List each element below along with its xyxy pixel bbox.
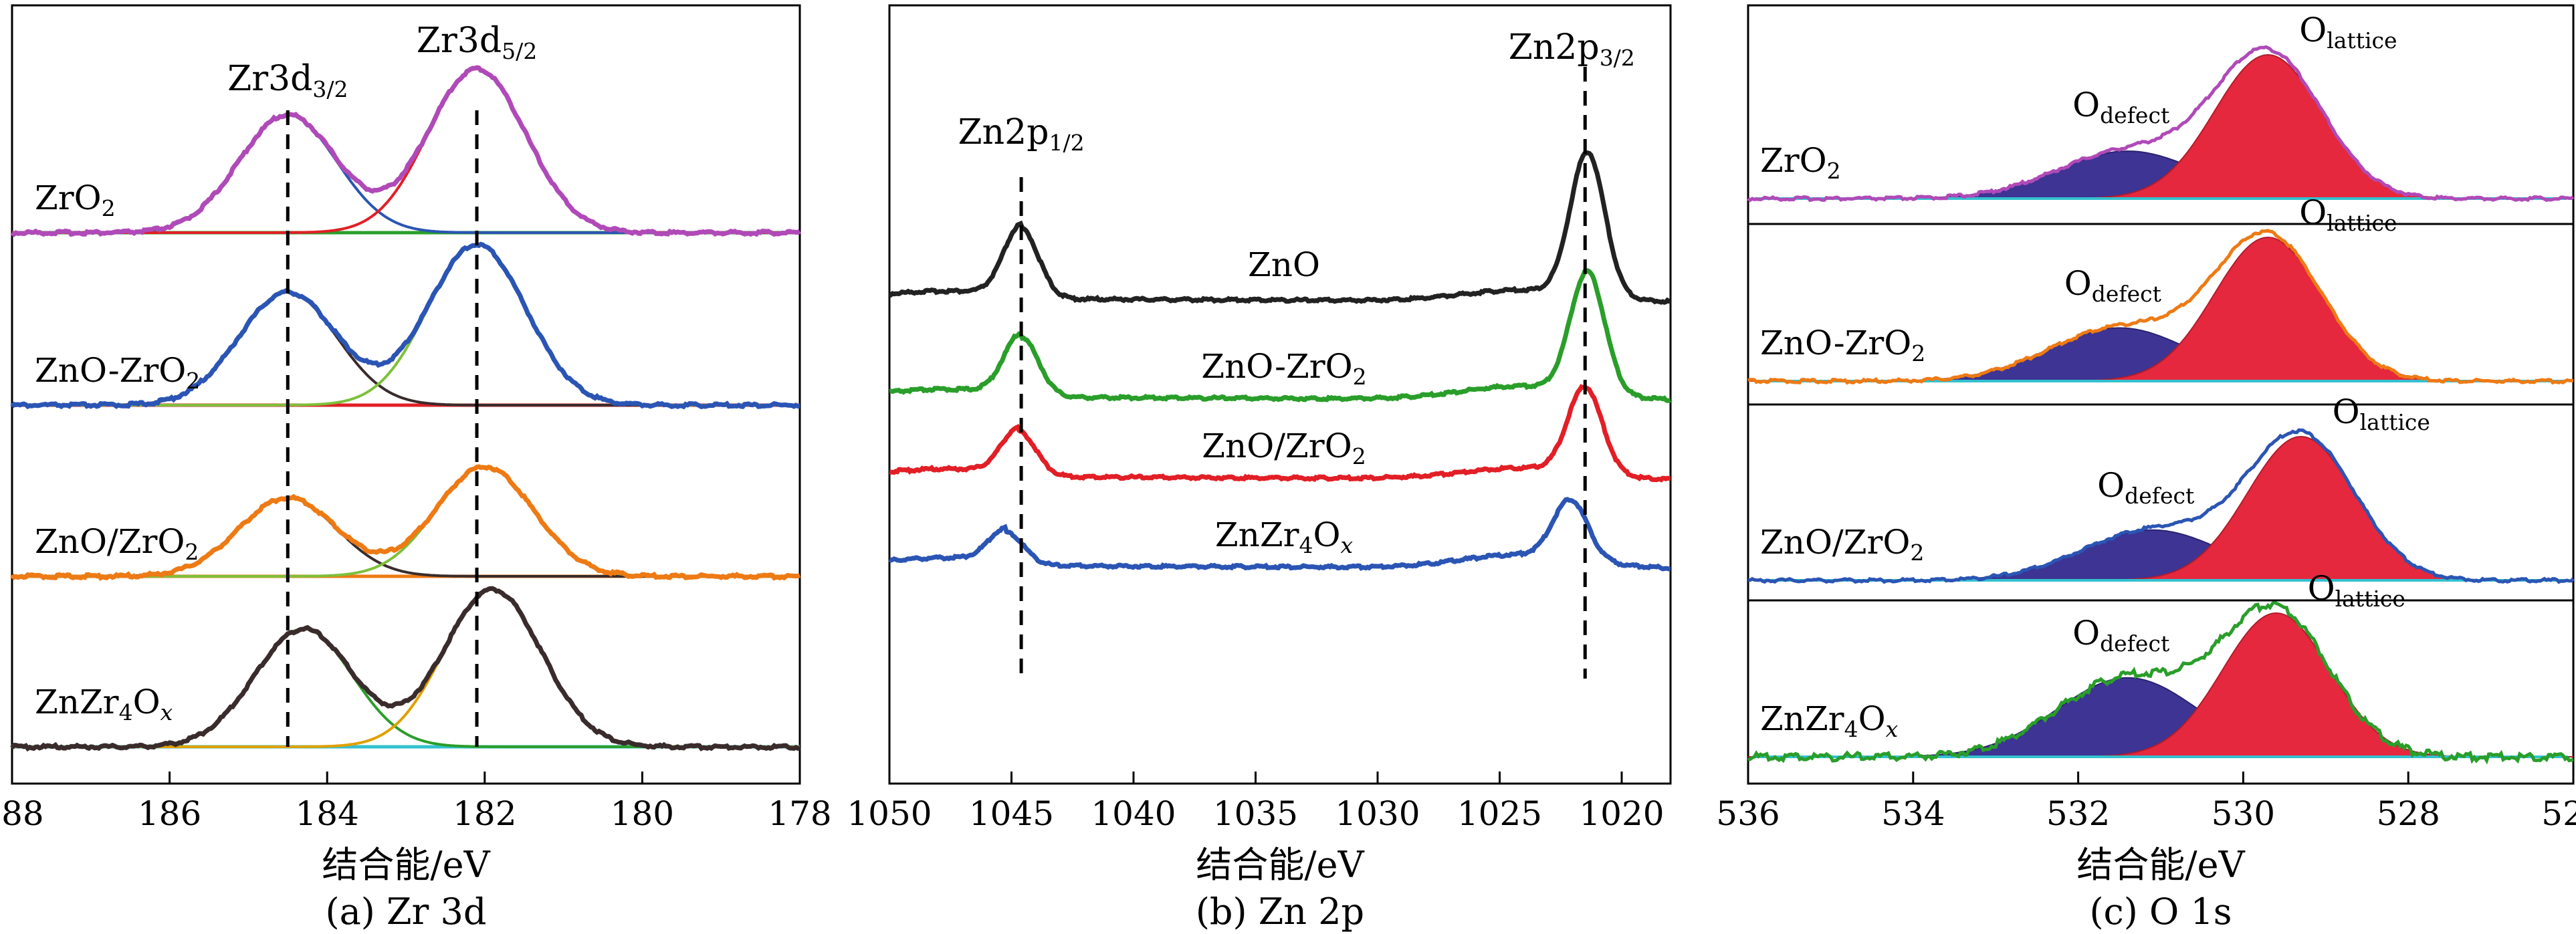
b-caption: (b) Zn 2p [1196, 891, 1364, 933]
a-series-line-3 [10, 586, 800, 752]
c-series-line-2 [1747, 428, 2575, 584]
a-component-3d32-3 [12, 627, 800, 748]
c-defect-label-3: Odefect [2072, 614, 2169, 657]
panel-a-zr3d: 188 186 184 182 180 178 结合能/eV (a) Zr 3d ZrO2 ZnO… [0, 4, 832, 933]
a-series-label-1: ZnO-ZrO2 [35, 351, 200, 394]
c-caption: (c) O 1s [2089, 891, 2232, 933]
a-series-line-2 [10, 464, 800, 582]
c-defect-label-1: Odefect [2064, 264, 2161, 307]
a-xtick-label: 184 [295, 794, 358, 833]
c-series-label-1: ZnO-ZrO2 [1760, 324, 1925, 366]
b-peak-label-0: Zn2p1/2 [958, 112, 1085, 156]
c-xtick-label: 528 [2376, 794, 2440, 833]
c-lattice-label-2: Olattice [2333, 392, 2430, 435]
c-series-label-3: ZnZr4Ox [1760, 699, 1899, 742]
b-xtick-label: 1020 [1579, 794, 1664, 833]
b-xtick-label: 1045 [969, 794, 1054, 833]
c-defect-label-0: Odefect [2072, 86, 2169, 128]
c-xtick-label: 530 [2212, 794, 2275, 833]
b-xtick-label: 1035 [1213, 794, 1298, 833]
a-peak-label-0: Zr3d3/2 [227, 59, 348, 102]
a-xlabel: 结合能/eV [322, 844, 490, 886]
panel-b-zn2p: 1050 1045 1040 1035 1030 1025 1020 结合能/eV (b) Zn… [847, 4, 1672, 933]
c-series-line-1 [1747, 229, 2574, 385]
b-series-label-3: ZnZr4Ox [1215, 515, 1354, 558]
b-xtick-label: 1040 [1091, 794, 1176, 833]
c-xtick-label: 534 [1881, 794, 1945, 833]
b-series-label-2: ZnO/ZrO2 [1202, 427, 1366, 469]
b-xtick-label: 1030 [1335, 794, 1420, 833]
b-xtick-label: 1025 [1457, 794, 1542, 833]
b-xlabel: 结合能/eV [1196, 844, 1364, 886]
a-series-line-0 [10, 65, 801, 237]
c-xtick-label: 526 [2541, 794, 2576, 833]
c-series-label-0: ZrO2 [1760, 141, 1841, 184]
c-xtick-label: 536 [1716, 794, 1780, 833]
b-series-line-0 [887, 150, 1671, 306]
a-series-label-0: ZrO2 [35, 179, 116, 221]
a-xtick-label: 182 [453, 794, 516, 833]
b-series-label-0: ZnO [1248, 245, 1320, 284]
a-caption: (a) Zr 3d [326, 891, 487, 933]
c-defect-label-2: Odefect [2097, 466, 2194, 509]
c-xlabel: 结合能/eV [2076, 844, 2245, 886]
b-series-label-1: ZnO-ZrO2 [1201, 347, 1366, 390]
b-xtick-label: 1050 [847, 794, 932, 833]
c-series-line-0 [1747, 45, 2575, 203]
a-xtick-label: 178 [768, 794, 831, 833]
a-series-line-1 [10, 241, 800, 410]
c-series-line-3 [1747, 600, 2574, 765]
a-component-3d52-0 [12, 67, 800, 234]
a-xtick-label: 188 [0, 794, 44, 833]
c-series-label-2: ZnO/ZrO2 [1760, 523, 1924, 566]
a-series-label-3: ZnZr4Ox [35, 683, 173, 725]
a-xtick-label: 180 [611, 794, 674, 833]
a-xtick-label: 186 [138, 794, 201, 833]
c-xtick-label: 532 [2046, 794, 2110, 833]
a-peak-label-1: Zr3d5/2 [417, 21, 537, 64]
b-frame [888, 4, 1672, 785]
c-lattice-label-1: Olattice [2299, 193, 2397, 236]
panel-c-o1s: 536 534 532 530 528 526 结合能/eV (c) O 1s ZrO2 Odef… [1716, 4, 2576, 933]
c-lattice-label-0: Olattice [2299, 11, 2397, 53]
a-series-label-2: ZnO/ZrO2 [35, 522, 199, 565]
c-frame [1747, 4, 2575, 785]
a-frame [11, 4, 801, 785]
b-peak-label-1: Zn2p3/2 [1509, 27, 1635, 71]
